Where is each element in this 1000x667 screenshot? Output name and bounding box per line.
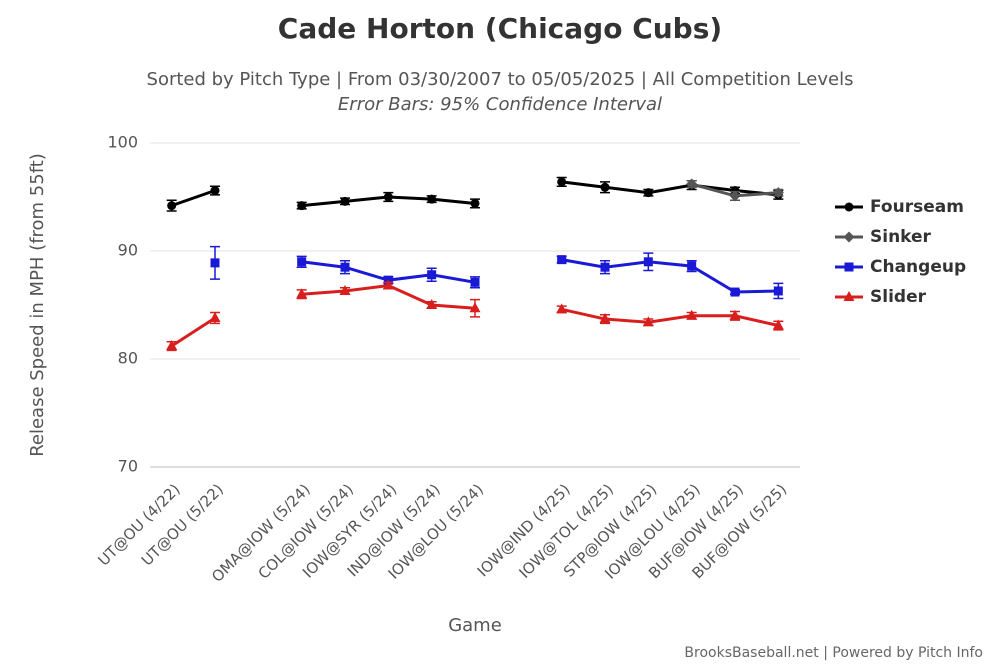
marker (556, 303, 568, 314)
y-axis-label: Release Speed in MPH (from 55ft) (27, 153, 48, 457)
marker (843, 291, 855, 301)
marker (426, 299, 438, 309)
subtitle: Sorted by Pitch Type | From 03/30/2007 t… (147, 69, 854, 90)
marker (557, 177, 567, 187)
marker (297, 201, 307, 211)
marker (730, 287, 740, 297)
marker (843, 231, 855, 243)
y-tick-label: 80 (118, 349, 138, 368)
marker (844, 262, 854, 272)
credit: BrooksBaseball.net | Powered by Pitch In… (684, 645, 983, 661)
marker (383, 192, 393, 202)
marker (339, 284, 351, 295)
legend-label: Fourseam (870, 197, 964, 217)
marker (686, 309, 698, 320)
marker (470, 277, 480, 287)
marker (686, 178, 698, 190)
marker (643, 257, 653, 267)
marker (600, 262, 610, 272)
marker (599, 313, 611, 324)
marker (297, 257, 307, 267)
marker (427, 194, 437, 204)
marker (729, 309, 741, 320)
marker (643, 188, 653, 198)
marker (382, 279, 394, 290)
marker (209, 311, 221, 322)
marker (340, 262, 350, 272)
marker (167, 201, 177, 211)
chart-title: Cade Horton (Chicago Cubs) (278, 12, 722, 45)
legend-label: Changeup (870, 257, 966, 277)
marker (340, 196, 350, 206)
marker (772, 187, 784, 199)
marker (210, 186, 220, 196)
marker (427, 270, 437, 280)
marker (772, 319, 784, 330)
marker (642, 316, 654, 327)
y-tick-label: 70 (118, 457, 138, 476)
marker (729, 190, 741, 202)
marker (844, 202, 854, 212)
marker (296, 288, 308, 299)
y-tick-label: 90 (118, 241, 138, 260)
marker (600, 182, 610, 192)
marker (687, 261, 697, 271)
legend-label: Slider (870, 287, 927, 307)
marker (469, 302, 481, 313)
x-axis-label: Game (448, 615, 502, 636)
marker (210, 258, 220, 268)
note: Error Bars: 95% Confidence Interval (338, 94, 662, 115)
marker (470, 198, 480, 208)
y-tick-label: 100 (107, 133, 138, 152)
marker (773, 286, 783, 296)
marker (166, 340, 178, 351)
legend-label: Sinker (870, 227, 932, 247)
marker (557, 255, 567, 265)
